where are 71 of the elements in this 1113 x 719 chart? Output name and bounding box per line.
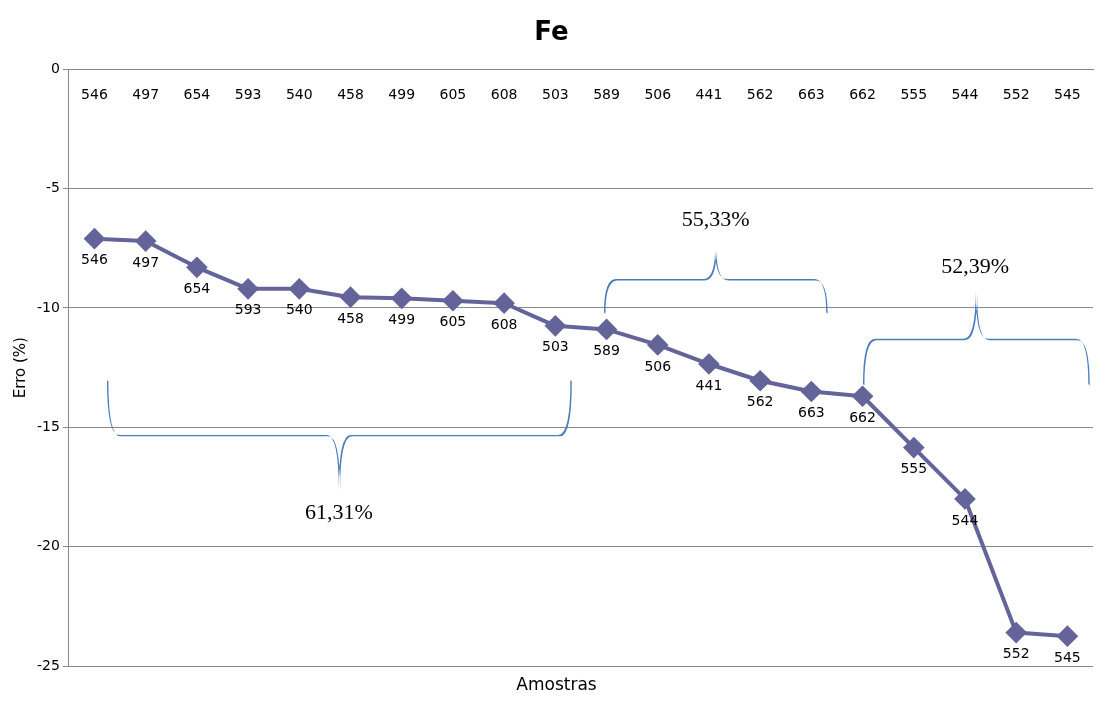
x-tick-label: 441: [695, 86, 723, 103]
point: [801, 381, 822, 402]
x-tick-label: 552: [1002, 86, 1030, 103]
annotation: 589: [593, 342, 620, 359]
annotation: 593: [234, 301, 262, 318]
point: [1006, 622, 1027, 643]
y-tick-label: -5: [45, 179, 60, 196]
point: [340, 287, 361, 308]
y-tick-label: -15: [36, 417, 60, 434]
annotation: 562: [746, 393, 774, 410]
point: [494, 293, 515, 314]
point: [1057, 626, 1078, 647]
x-tick-label: 546: [81, 86, 108, 103]
y-tick-label: -10: [36, 298, 60, 315]
x-tick-label: 608: [490, 86, 518, 103]
annotation: 552: [1002, 645, 1030, 662]
x-axis-title: Amostras: [515, 674, 598, 694]
point: [903, 437, 924, 458]
x-tick-label: 497: [132, 86, 160, 103]
x-tick-label: 562: [746, 86, 774, 103]
y-tick-label: -20: [36, 537, 60, 554]
chart-title: Fe: [534, 16, 569, 47]
annotation: 555: [900, 460, 928, 477]
annotation: 662: [849, 408, 876, 425]
annotation: 546: [81, 251, 108, 268]
annotation: 540: [285, 301, 313, 318]
point: [852, 386, 873, 407]
point: [135, 231, 156, 252]
annotation: 654: [183, 279, 211, 296]
x-tick-label: 589: [593, 86, 620, 103]
annotation: 503: [541, 338, 569, 355]
annotation: 545: [1054, 648, 1081, 665]
annotation: 499: [388, 311, 416, 328]
y-tick-label: 0: [50, 59, 60, 76]
annotation: 497: [132, 253, 160, 270]
x-tick-label: 506: [644, 86, 672, 103]
x-tick-label: 605: [439, 86, 467, 103]
annotation: 506: [644, 357, 672, 374]
annotation: 608: [490, 315, 518, 332]
y-tick-label: -25: [36, 656, 60, 673]
point: [596, 319, 617, 340]
point: [750, 370, 771, 391]
annotation: 441: [695, 376, 723, 393]
point: [84, 228, 105, 249]
annotation: 55,33%: [680, 205, 751, 232]
x-tick-label: 555: [900, 86, 928, 103]
x-tick-label: 545: [1054, 86, 1081, 103]
annotation: 663: [798, 404, 825, 421]
point: [289, 278, 310, 299]
x-tick-label: 540: [285, 86, 313, 103]
x-tick-label: 544: [951, 86, 979, 103]
x-tick-label: 662: [849, 86, 876, 103]
point: [954, 488, 975, 509]
x-tick-label: 593: [234, 86, 262, 103]
point: [186, 257, 207, 278]
point: [238, 278, 259, 299]
point: [698, 354, 719, 375]
point: [545, 315, 566, 336]
x-tick-label: 663: [798, 86, 825, 103]
x-tick-label: 458: [337, 86, 364, 103]
point: [391, 288, 412, 309]
point: [647, 334, 668, 355]
point: [442, 290, 463, 311]
annotation: 605: [439, 313, 467, 330]
x-tick-label: 654: [183, 86, 211, 103]
annotation: 52,39%: [940, 253, 1011, 280]
y-axis-title: Erro (%): [10, 337, 29, 399]
x-tick-label: 499: [388, 86, 416, 103]
annotation: 61,31%: [304, 499, 374, 526]
x-tick-label: 503: [541, 86, 569, 103]
annotation: 458: [337, 309, 364, 326]
